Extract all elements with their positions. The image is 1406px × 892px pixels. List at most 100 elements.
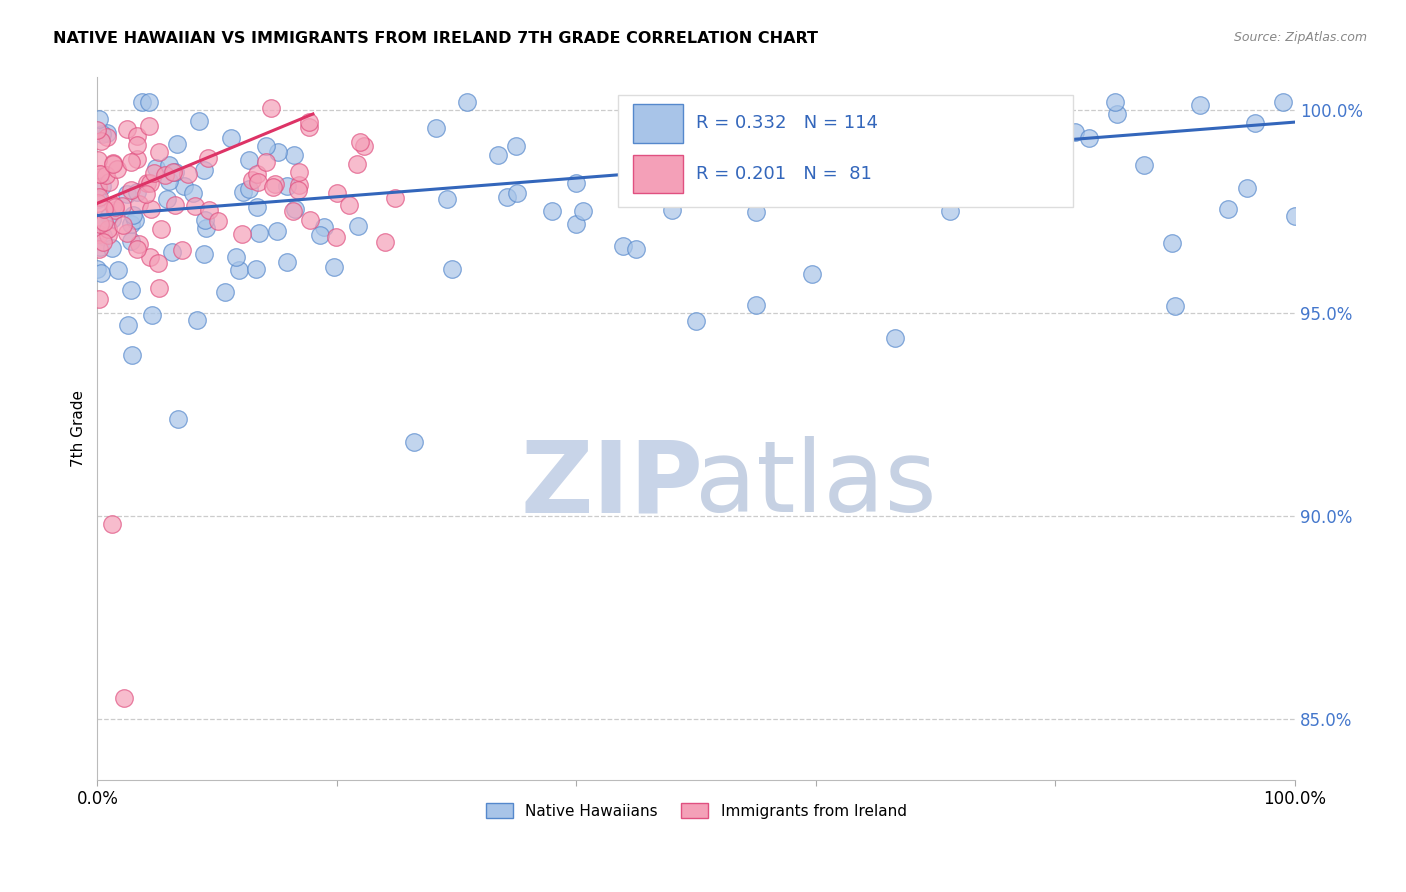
Text: R = 0.201   N =  81: R = 0.201 N = 81 <box>696 165 872 183</box>
Point <box>90 134 112 148</box>
Point <box>96 129 118 144</box>
Point <box>162 165 184 179</box>
Point <box>127 242 149 256</box>
Point <box>139 176 162 190</box>
Point <box>353 139 375 153</box>
Point <box>228 263 250 277</box>
Point <box>865 153 887 167</box>
Point <box>772 153 794 168</box>
Point <box>309 227 332 242</box>
Point <box>128 196 150 211</box>
Point <box>425 120 447 135</box>
Point <box>112 691 135 706</box>
Point <box>120 234 142 248</box>
Point <box>87 167 110 181</box>
Point <box>197 151 219 165</box>
Point <box>91 214 114 228</box>
Point <box>675 164 697 178</box>
Point <box>247 226 270 240</box>
Point <box>89 167 111 181</box>
Point <box>1105 107 1128 121</box>
Point <box>165 165 187 179</box>
Point <box>262 180 284 194</box>
Point <box>148 281 170 295</box>
Point <box>89 292 111 306</box>
Point <box>287 183 309 197</box>
Point <box>325 229 347 244</box>
Point <box>186 312 208 326</box>
Point <box>231 227 253 241</box>
Legend: Native Hawaiians, Immigrants from Ireland: Native Hawaiians, Immigrants from Irelan… <box>479 797 912 824</box>
Point <box>120 155 142 169</box>
Point <box>103 156 125 170</box>
Point <box>322 260 344 274</box>
Point <box>346 157 368 171</box>
Point <box>911 116 934 130</box>
Point <box>90 178 112 193</box>
Point <box>112 218 135 232</box>
Point <box>138 95 160 109</box>
Point <box>166 136 188 151</box>
Point <box>104 200 127 214</box>
Point <box>496 189 519 203</box>
Point <box>86 153 108 168</box>
Point <box>283 148 305 162</box>
Point <box>181 186 204 200</box>
Point <box>188 114 211 128</box>
Point <box>540 204 562 219</box>
Point <box>160 244 183 259</box>
Point <box>105 162 128 177</box>
Point <box>124 212 146 227</box>
Point <box>276 179 298 194</box>
Point <box>103 197 125 211</box>
Point <box>115 226 138 240</box>
FancyBboxPatch shape <box>619 95 1073 207</box>
Point <box>101 156 124 170</box>
Point <box>804 169 827 184</box>
Point <box>626 172 648 186</box>
Point <box>564 217 586 231</box>
Point <box>325 186 347 200</box>
Point <box>128 236 150 251</box>
Point <box>87 196 110 211</box>
Point <box>91 228 114 243</box>
Point <box>1236 180 1258 194</box>
Point <box>120 217 142 231</box>
Point <box>925 101 948 115</box>
Point <box>245 262 267 277</box>
Point <box>100 516 122 531</box>
Point <box>939 204 962 219</box>
Point <box>89 112 111 126</box>
Point <box>146 256 169 270</box>
Point <box>505 186 527 200</box>
Point <box>246 167 269 181</box>
Point <box>384 192 406 206</box>
Point <box>298 212 321 227</box>
Point <box>254 154 277 169</box>
Text: ZIP: ZIP <box>520 436 704 533</box>
Point <box>98 175 121 189</box>
FancyBboxPatch shape <box>633 104 683 143</box>
Point <box>87 192 110 206</box>
Text: NATIVE HAWAIIAN VS IMMIGRANTS FROM IRELAND 7TH GRADE CORRELATION CHART: NATIVE HAWAIIAN VS IMMIGRANTS FROM IRELA… <box>53 31 818 46</box>
Point <box>138 119 160 133</box>
Point <box>486 147 509 161</box>
Point <box>1188 97 1211 112</box>
Point <box>267 145 290 159</box>
Point <box>193 213 215 227</box>
Point <box>1104 95 1126 109</box>
Point <box>157 174 180 188</box>
FancyBboxPatch shape <box>633 154 683 194</box>
Point <box>246 200 269 214</box>
Point <box>284 202 307 216</box>
Point <box>456 95 478 109</box>
Point <box>117 187 139 202</box>
Point <box>572 203 595 218</box>
Point <box>207 214 229 228</box>
Point <box>93 202 115 216</box>
Point <box>219 130 242 145</box>
Text: R = 0.332   N = 114: R = 0.332 N = 114 <box>696 114 879 132</box>
Point <box>264 177 287 191</box>
Point <box>127 153 149 167</box>
Point <box>288 165 311 179</box>
